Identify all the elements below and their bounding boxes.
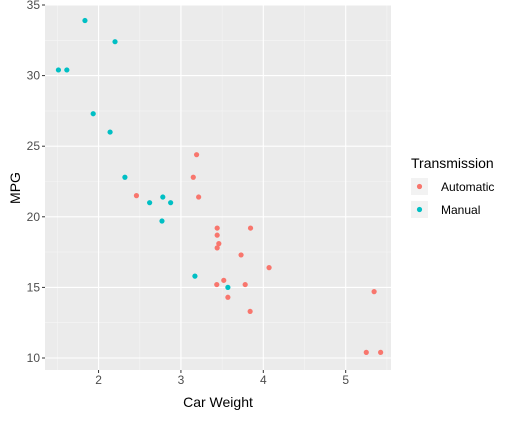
automatic-point — [196, 194, 202, 200]
y-tick-label: 10 — [27, 351, 41, 365]
automatic-point — [247, 308, 253, 315]
x-tick-label: 4 — [260, 373, 267, 387]
y-axis-ticks: 10 15 20 25 30 35 — [27, 0, 45, 365]
automatic-point — [371, 289, 377, 295]
manual-point — [160, 194, 166, 200]
automatic-point — [214, 281, 220, 288]
manual-point — [64, 67, 70, 73]
y-tick-label: 35 — [27, 0, 41, 12]
legend: Transmission Automatic Manual — [411, 155, 494, 218]
data-points — [55, 17, 384, 355]
manual-point — [107, 129, 113, 135]
major-grid — [45, 4, 391, 370]
automatic-point — [242, 281, 248, 288]
automatic-point — [214, 232, 220, 238]
automatic-point — [266, 265, 272, 271]
y-tick-label: 25 — [27, 139, 41, 153]
x-tick-label: 2 — [95, 373, 102, 387]
automatic-point — [193, 152, 200, 158]
automatic-legend-dot — [416, 183, 423, 190]
minor-grid — [45, 5, 391, 370]
x-tick-label: 3 — [178, 373, 185, 387]
manual-legend-label: Manual — [441, 203, 480, 217]
y-tick-label: 15 — [27, 280, 41, 294]
manual-point — [168, 200, 174, 206]
manual-point — [225, 284, 231, 290]
automatic-point — [247, 225, 254, 231]
manual-point — [90, 111, 96, 117]
manual-point — [112, 39, 118, 45]
automatic-point — [190, 174, 196, 180]
automatic-point — [133, 193, 140, 199]
x-axis-title: Car Weight — [183, 394, 253, 410]
automatic-point — [221, 277, 227, 283]
automatic-point — [214, 245, 220, 251]
manual-point — [122, 174, 128, 180]
automatic-point — [378, 349, 384, 355]
legend-title: Transmission — [411, 155, 494, 171]
y-tick-label: 30 — [27, 69, 41, 83]
x-tick-label: 5 — [342, 373, 349, 387]
y-tick-label: 20 — [27, 210, 41, 224]
manual-point — [55, 67, 62, 73]
plot-panel — [45, 5, 391, 370]
x-axis-ticks: 2 3 4 5 — [95, 370, 349, 387]
manual-point — [159, 218, 165, 224]
automatic-point — [225, 294, 231, 300]
manual-point — [82, 17, 88, 24]
manual-point — [147, 200, 153, 206]
manual-point — [192, 273, 198, 279]
automatic-point — [216, 241, 222, 247]
automatic-point — [363, 349, 369, 355]
automatic-point — [214, 225, 220, 231]
manual-legend-dot — [416, 206, 423, 213]
y-axis-title: MPG — [7, 172, 23, 204]
automatic-point — [238, 252, 244, 258]
automatic-legend-label: Automatic — [441, 180, 494, 194]
